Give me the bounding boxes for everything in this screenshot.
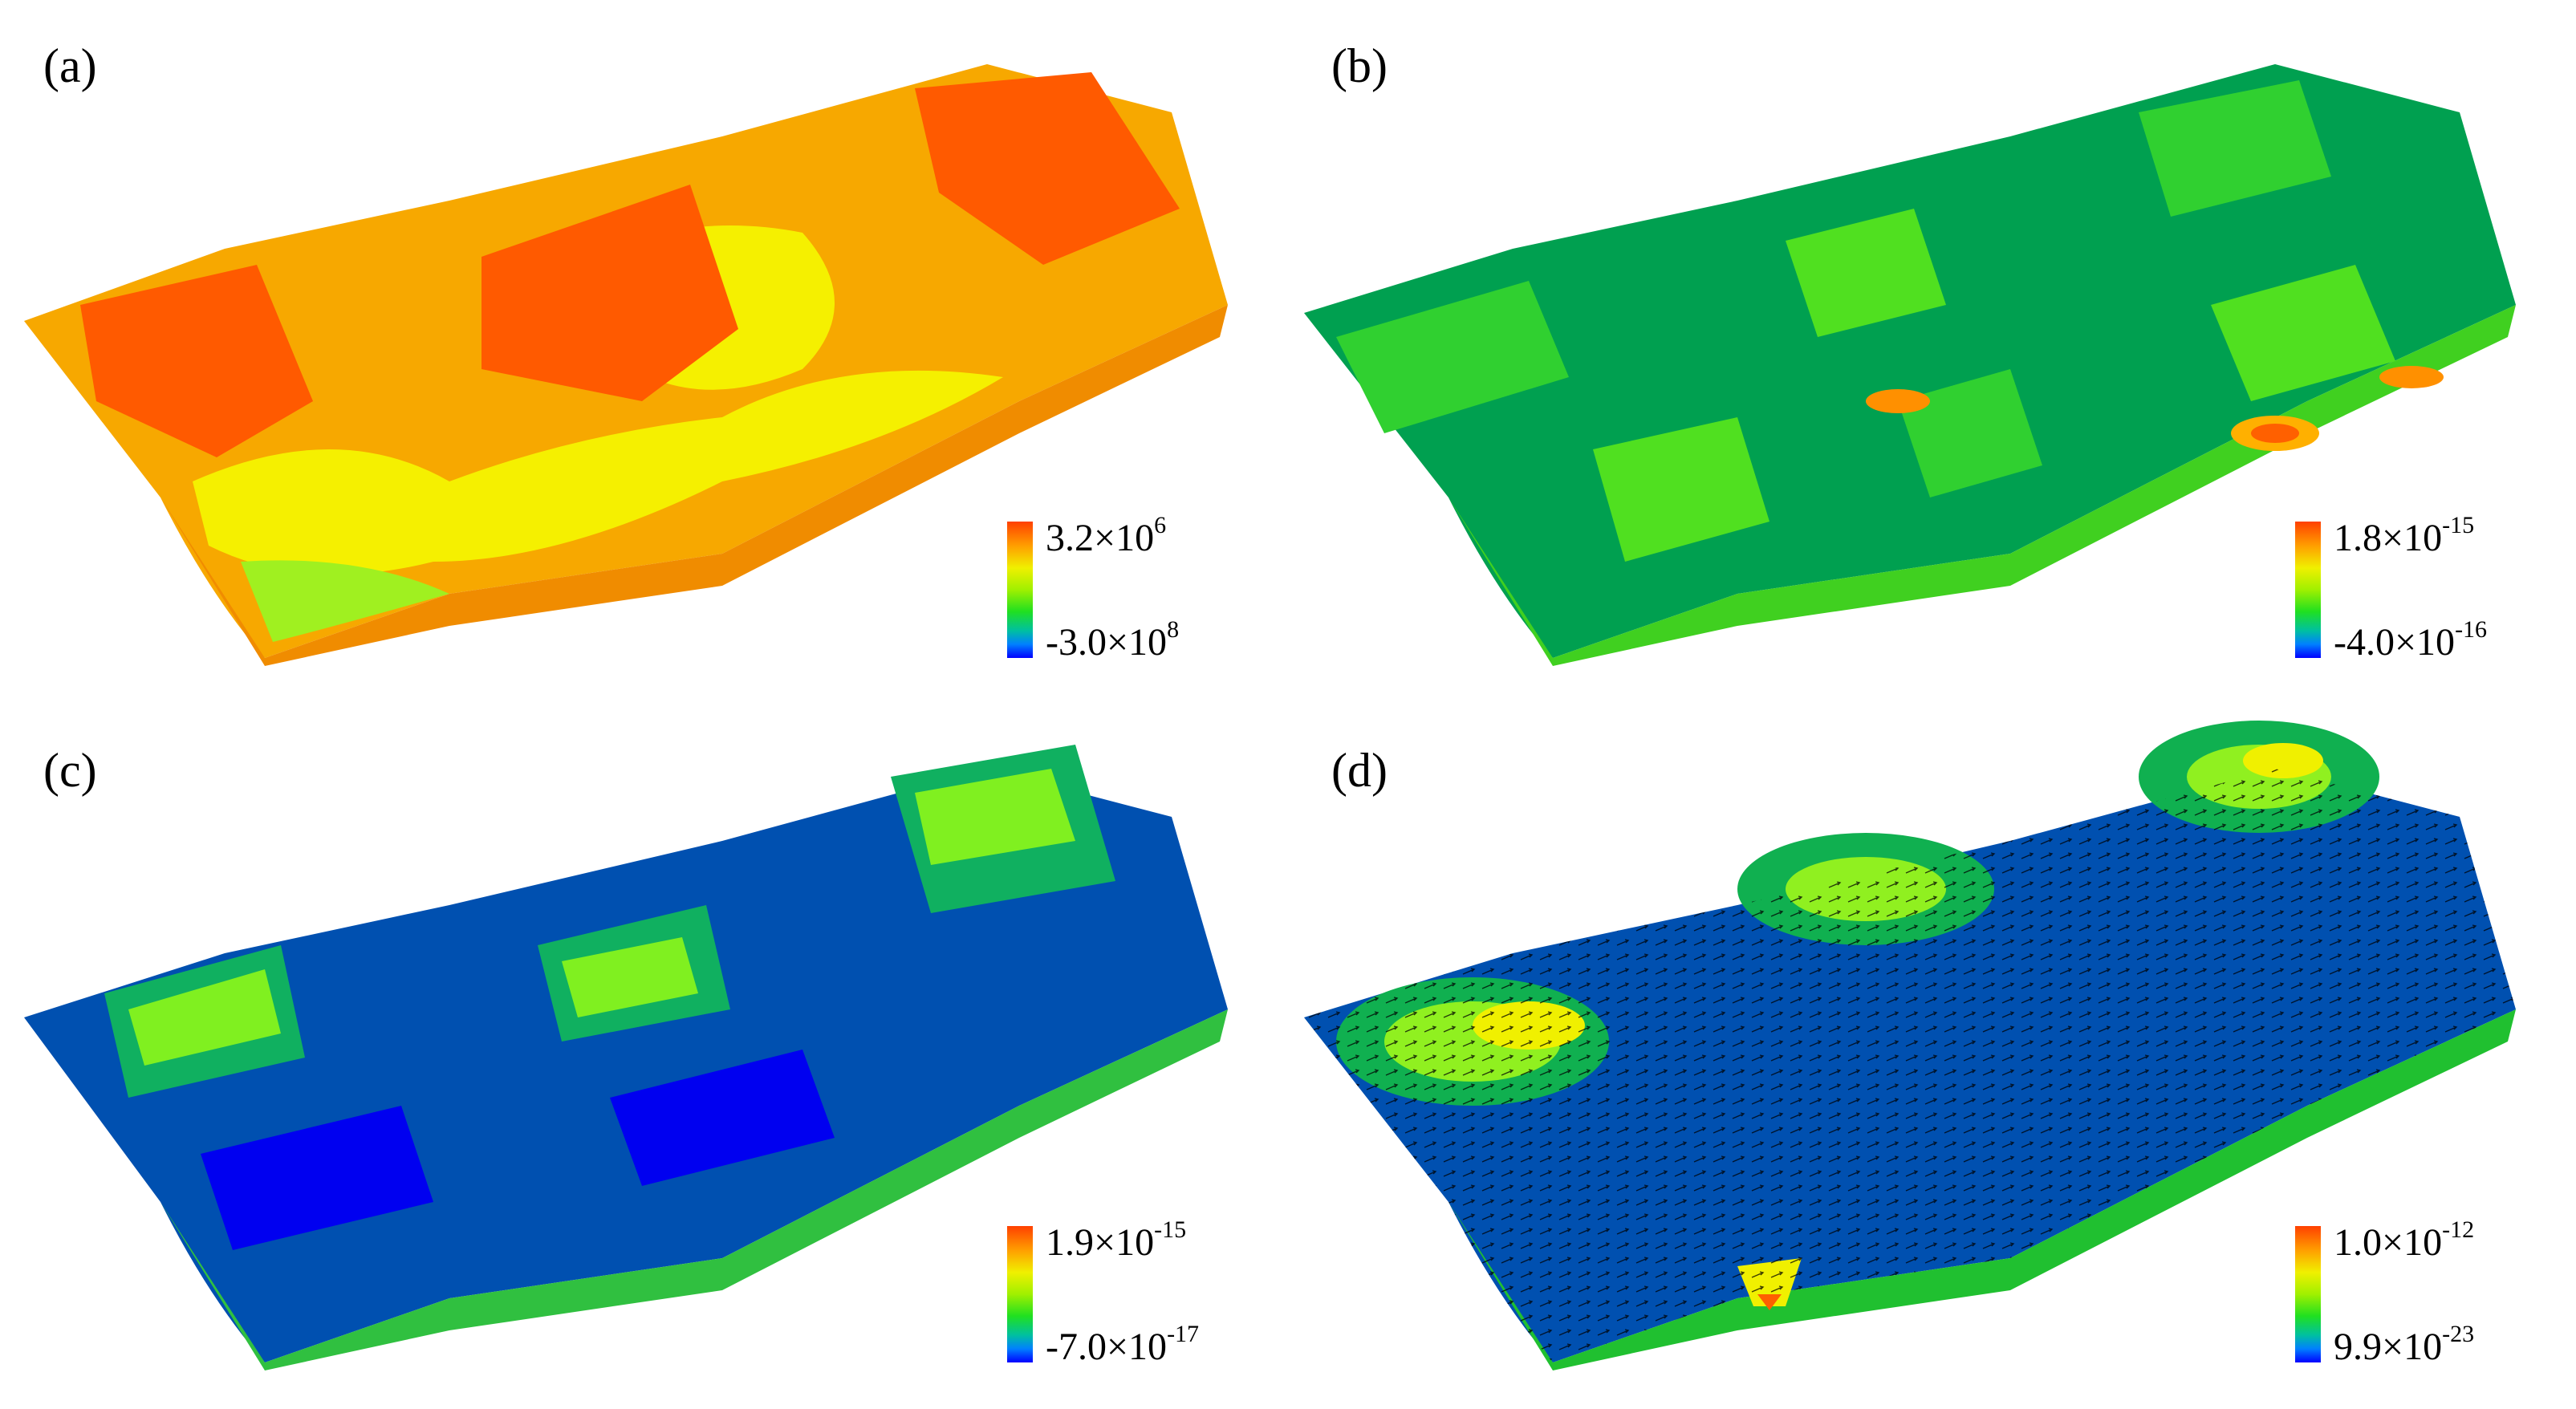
panel-label: (c) bbox=[43, 744, 97, 797]
colorbar bbox=[1007, 1226, 1033, 1362]
legend-min-label: -7.0×10-17 bbox=[1046, 1321, 1200, 1368]
legend-min-label: 9.9×10-23 bbox=[2334, 1321, 2475, 1368]
legend-min-label: -3.0×108 bbox=[1046, 616, 1180, 664]
panel-d: (d) 1.0×10-12 9.9×10-23 bbox=[1288, 704, 2576, 1409]
surface-plot bbox=[24, 745, 1228, 1370]
panel-b: (b) 1.8×10-15 -4.0×10-16 bbox=[1288, 0, 2576, 704]
panel-label: (b) bbox=[1331, 39, 1388, 92]
colorbar bbox=[2295, 522, 2321, 658]
surface-plot bbox=[1304, 64, 2516, 666]
legend-max-label: 1.9×10-15 bbox=[1046, 1216, 1187, 1264]
surface-plot bbox=[24, 64, 1228, 666]
legend-max-label: 1.0×10-12 bbox=[2334, 1216, 2475, 1264]
panel-c: (c) 1.9×10-15 -7.0×10-17 bbox=[0, 704, 1288, 1409]
legend-min-label: -4.0×10-16 bbox=[2334, 616, 2488, 664]
colorbar-legend: 1.9×10-15 -7.0×10-17 bbox=[1007, 1216, 1280, 1370]
colorbar bbox=[2295, 1226, 2321, 1362]
surface-plot bbox=[1304, 721, 2516, 1370]
colorbar-legend: 3.2×106 -3.0×108 bbox=[1007, 512, 1280, 666]
colorbar bbox=[1007, 522, 1033, 658]
panel-label: (a) bbox=[43, 39, 97, 92]
legend-max-label: 3.2×106 bbox=[1046, 512, 1167, 559]
panel-label: (d) bbox=[1331, 744, 1388, 797]
colorbar-legend: 1.0×10-12 9.9×10-23 bbox=[2295, 1216, 2568, 1370]
panel-a: (a) 3.2×106 -3.0×108 bbox=[0, 0, 1288, 704]
colorbar-legend: 1.8×10-15 -4.0×10-16 bbox=[2295, 512, 2568, 666]
legend-max-label: 1.8×10-15 bbox=[2334, 512, 2475, 559]
